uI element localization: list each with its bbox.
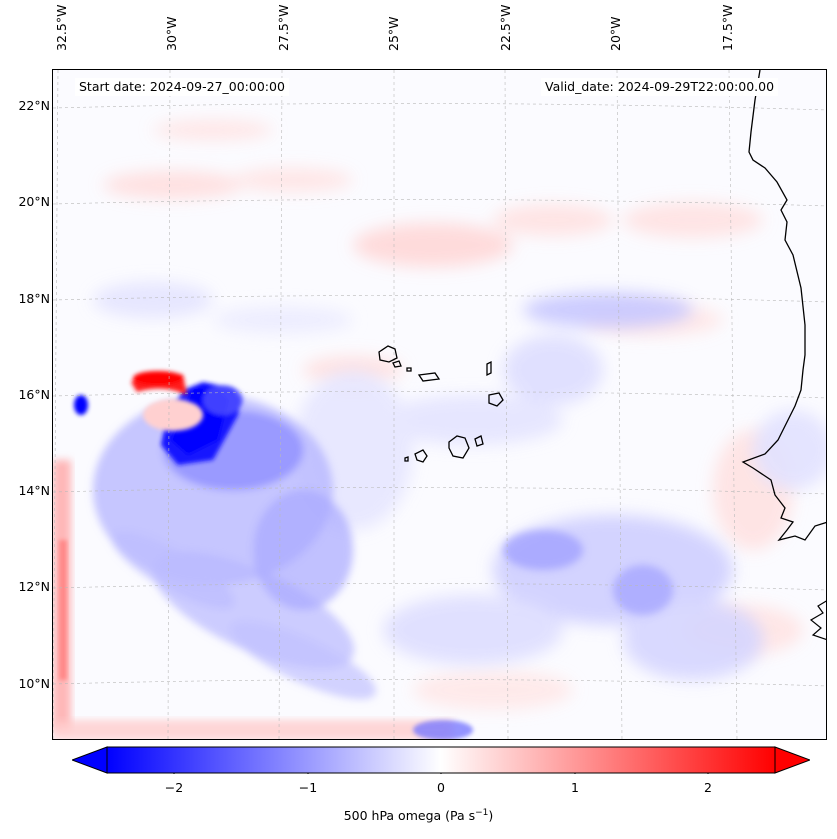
lon-label-17-5w: 17.5°W — [720, 4, 735, 51]
omega-field-map — [53, 70, 826, 739]
colorbar-high-extend — [774, 746, 810, 774]
sao-vicente-island — [392, 360, 402, 368]
fogo-island — [414, 449, 428, 463]
lon-label-25w: 25°W — [386, 16, 401, 51]
lat-label-20n: 20°N — [18, 194, 50, 209]
colorbar-gradient — [106, 746, 776, 774]
boa-vista-island — [488, 392, 504, 407]
lat-label-14n: 14°N — [18, 483, 50, 498]
santo-antao-island — [378, 345, 398, 363]
colorbar-tick-minus-1: −1 — [298, 780, 318, 795]
valid-date-label: Valid_date: 2024-09-29T22:00:00.00 — [541, 78, 779, 96]
santiago-island — [448, 435, 470, 459]
south-edge-ascent-spot — [413, 720, 473, 739]
colorbar-ticks — [173, 773, 709, 774]
sao-nicolau-island — [417, 372, 441, 382]
colorbar-tick-2: 2 — [704, 780, 712, 795]
colorbar-label-main: 500 hPa omega (Pa s — [343, 808, 476, 824]
strong-descent-arc — [131, 371, 203, 431]
santa-luzia-island — [406, 367, 412, 372]
omega-map-panel — [52, 69, 827, 740]
colorbar-low-extend — [72, 746, 108, 774]
lon-label-32-5w: 32.5°W — [54, 4, 69, 51]
lon-label-22-5w: 22.5°W — [498, 4, 513, 51]
colorbar — [72, 746, 810, 774]
colorbar-label-close: ) — [488, 808, 494, 824]
south-edge-descent-band — [53, 720, 453, 739]
cape-verde-islands — [378, 345, 504, 463]
maio-island — [474, 435, 484, 447]
start-date-label: Start date: 2024-09-27_00:00:00 — [75, 78, 289, 96]
lat-label-16n: 16°N — [18, 387, 50, 402]
lon-label-27-5w: 27.5°W — [276, 4, 291, 51]
lon-label-30w: 30°W — [164, 16, 179, 51]
weak-ascent-areas — [93, 282, 826, 680]
lat-label-18n: 18°N — [18, 291, 50, 306]
lon-label-20w: 20°W — [608, 16, 623, 51]
lat-label-12n: 12°N — [18, 579, 50, 594]
guinea-bissau-coast — [809, 600, 826, 640]
colorbar-tick-minus-2: −2 — [164, 780, 184, 795]
sal-island — [486, 360, 492, 377]
lat-label-10n: 10°N — [18, 676, 50, 691]
lat-label-22n: 22°N — [18, 98, 50, 113]
colorbar-label-unit-exponent: −1 — [475, 808, 489, 818]
gridlines — [53, 70, 826, 739]
colorbar-tick-1: 1 — [571, 780, 579, 795]
africa-coastline — [741, 70, 826, 542]
brava-island — [404, 456, 409, 462]
west-edge-descent-core — [59, 540, 67, 680]
colorbar-tick-0: 0 — [437, 780, 445, 795]
colorbar-label: 500 hPa omega (Pa s−1) — [0, 808, 837, 823]
